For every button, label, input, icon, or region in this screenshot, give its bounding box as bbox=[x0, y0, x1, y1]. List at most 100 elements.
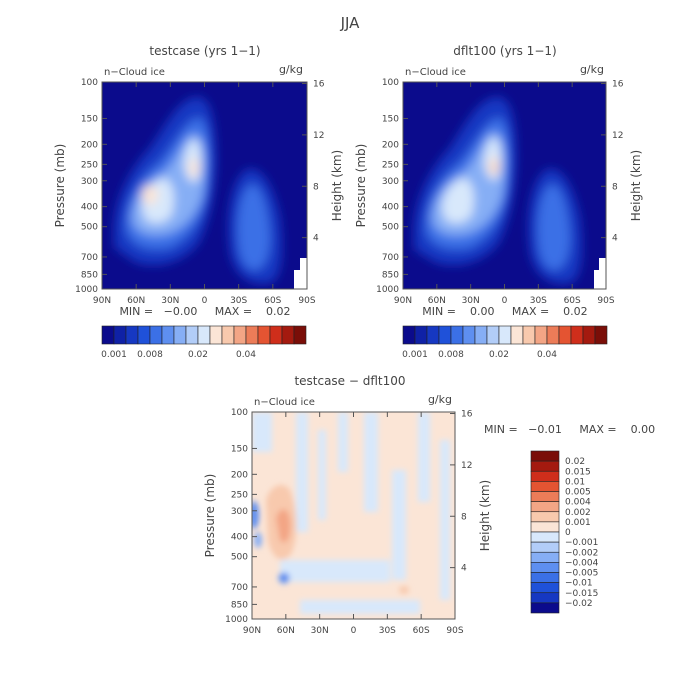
colorbar-swatch bbox=[530, 572, 560, 583]
y-tick-label: 700 bbox=[231, 583, 248, 593]
x-tick-label: 90N bbox=[394, 296, 412, 306]
y2-tick-label: 8 bbox=[461, 512, 467, 522]
colorbar-swatch bbox=[546, 325, 560, 345]
colorbar-swatch bbox=[530, 501, 560, 513]
colorbar-swatch bbox=[558, 325, 572, 345]
y-tick-label: 850 bbox=[382, 270, 399, 280]
page-title: JJA bbox=[340, 14, 361, 32]
y-axis-label: Pressure (mb) bbox=[354, 144, 368, 228]
y-tick-label: 700 bbox=[382, 253, 399, 263]
colorbar-swatch bbox=[530, 470, 560, 482]
colorbar-swatch bbox=[137, 325, 151, 345]
y-tick-label: 150 bbox=[382, 114, 399, 124]
y-tick-label: 500 bbox=[382, 223, 399, 233]
y-tick-label: 300 bbox=[382, 177, 399, 187]
y2-tick-label: 12 bbox=[461, 461, 472, 471]
colorbar-swatch bbox=[161, 325, 175, 345]
colorbar-swatch bbox=[197, 325, 211, 345]
heatmap-field bbox=[252, 412, 455, 619]
colorbar-swatch bbox=[474, 325, 488, 345]
x-tick-label: 60N bbox=[127, 296, 145, 306]
colorbar-tick-label: −0.004 bbox=[565, 558, 599, 568]
y2-axis-label: Height (km) bbox=[478, 480, 492, 551]
heatmap-field bbox=[102, 82, 307, 289]
panel-testcase: testcase (yrs 1−1) n−Cloud ice g/kg MIN … bbox=[53, 44, 344, 360]
colorbar-swatch bbox=[530, 602, 560, 614]
panel-title: dflt100 (yrs 1−1) bbox=[453, 44, 556, 58]
colorbar-swatch bbox=[233, 325, 247, 345]
colorbar-swatch bbox=[582, 325, 596, 345]
y-tick-label: 250 bbox=[382, 160, 399, 170]
colorbar-swatch bbox=[402, 325, 416, 345]
x-tick-label: 60S bbox=[413, 626, 430, 636]
colorbar-tick-label: 0.02 bbox=[188, 350, 208, 360]
x-tick-label: 30S bbox=[530, 296, 547, 306]
x-tick-label: 0 bbox=[351, 626, 357, 636]
colorbar-swatch bbox=[570, 325, 584, 345]
colorbar-tick-label: 0.02 bbox=[489, 350, 509, 360]
inner-label: n−Cloud ice bbox=[254, 397, 315, 408]
y-axis-label: Pressure (mb) bbox=[53, 144, 67, 228]
colorbar-swatch bbox=[530, 551, 560, 563]
colorbar-swatch bbox=[438, 325, 452, 345]
y-tick-label: 100 bbox=[231, 408, 248, 418]
x-tick-label: 30N bbox=[161, 296, 179, 306]
colorbar-swatch bbox=[293, 325, 307, 345]
y-tick-label: 1000 bbox=[75, 285, 98, 295]
y2-tick-label: 4 bbox=[612, 234, 618, 244]
y-tick-label: 1000 bbox=[376, 285, 399, 295]
y-tick-label: 250 bbox=[81, 160, 98, 170]
y-axis-label: Pressure (mb) bbox=[203, 474, 217, 558]
colorbar-swatch bbox=[530, 582, 560, 594]
colorbar-swatch bbox=[414, 325, 428, 345]
y-tick-label: 100 bbox=[382, 78, 399, 88]
colorbar-swatch bbox=[173, 325, 187, 345]
colorbar-swatch bbox=[530, 491, 560, 502]
colorbar-tick-label: −0.005 bbox=[565, 569, 598, 579]
panel-title: testcase (yrs 1−1) bbox=[149, 44, 260, 58]
y-tick-label: 300 bbox=[231, 507, 248, 517]
colorbar-swatch bbox=[530, 521, 560, 533]
colorbar-tick-label: 0.001 bbox=[565, 518, 591, 528]
y2-tick-label: 16 bbox=[612, 80, 624, 90]
y-tick-label: 150 bbox=[231, 444, 248, 454]
colorbar-tick-label: −0.01 bbox=[565, 579, 593, 589]
x-tick-label: 90N bbox=[243, 626, 261, 636]
inner-label: n−Cloud ice bbox=[405, 67, 466, 78]
colorbar-swatch bbox=[530, 592, 560, 604]
x-tick-label: 90S bbox=[446, 626, 463, 636]
inner-label: n−Cloud ice bbox=[104, 67, 165, 78]
x-tick-label: 60N bbox=[428, 296, 446, 306]
y-tick-label: 1000 bbox=[225, 615, 248, 625]
y2-tick-label: 4 bbox=[313, 234, 319, 244]
colorbar-swatch bbox=[530, 481, 560, 492]
unit-label: g/kg bbox=[279, 63, 303, 76]
colorbar-swatch bbox=[534, 325, 548, 345]
colorbar-swatch bbox=[125, 325, 139, 345]
colorbar-swatch bbox=[281, 325, 295, 345]
colorbar-swatch bbox=[530, 450, 560, 462]
x-tick-label: 90N bbox=[93, 296, 111, 306]
colorbar-tick-label: 0 bbox=[565, 528, 571, 538]
x-tick-label: 60S bbox=[564, 296, 581, 306]
y2-tick-label: 16 bbox=[461, 410, 473, 420]
colorbar-tick-label: 0.01 bbox=[565, 477, 585, 487]
colorbar-tick-label: 0.004 bbox=[565, 498, 591, 508]
y-tick-label: 250 bbox=[231, 490, 248, 500]
y2-axis-label: Height (km) bbox=[330, 150, 344, 221]
colorbar-swatch bbox=[530, 531, 560, 543]
y-tick-label: 150 bbox=[81, 114, 98, 124]
y2-tick-label: 8 bbox=[313, 182, 319, 192]
panel-difference: testcase − dflt100 bbox=[203, 374, 655, 636]
x-tick-label: 30S bbox=[230, 296, 247, 306]
colorbar-swatch bbox=[185, 325, 199, 345]
colorbar-tick-label: −0.015 bbox=[565, 589, 598, 599]
y-tick-label: 700 bbox=[81, 253, 98, 263]
colorbar-swatch bbox=[426, 325, 440, 345]
heatmap-field bbox=[403, 82, 606, 289]
colorbar-tick-label: 0.008 bbox=[438, 350, 464, 360]
colorbar-tick-label: 0.002 bbox=[565, 508, 591, 518]
unit-label: g/kg bbox=[428, 393, 452, 406]
y-tick-label: 200 bbox=[231, 470, 248, 480]
